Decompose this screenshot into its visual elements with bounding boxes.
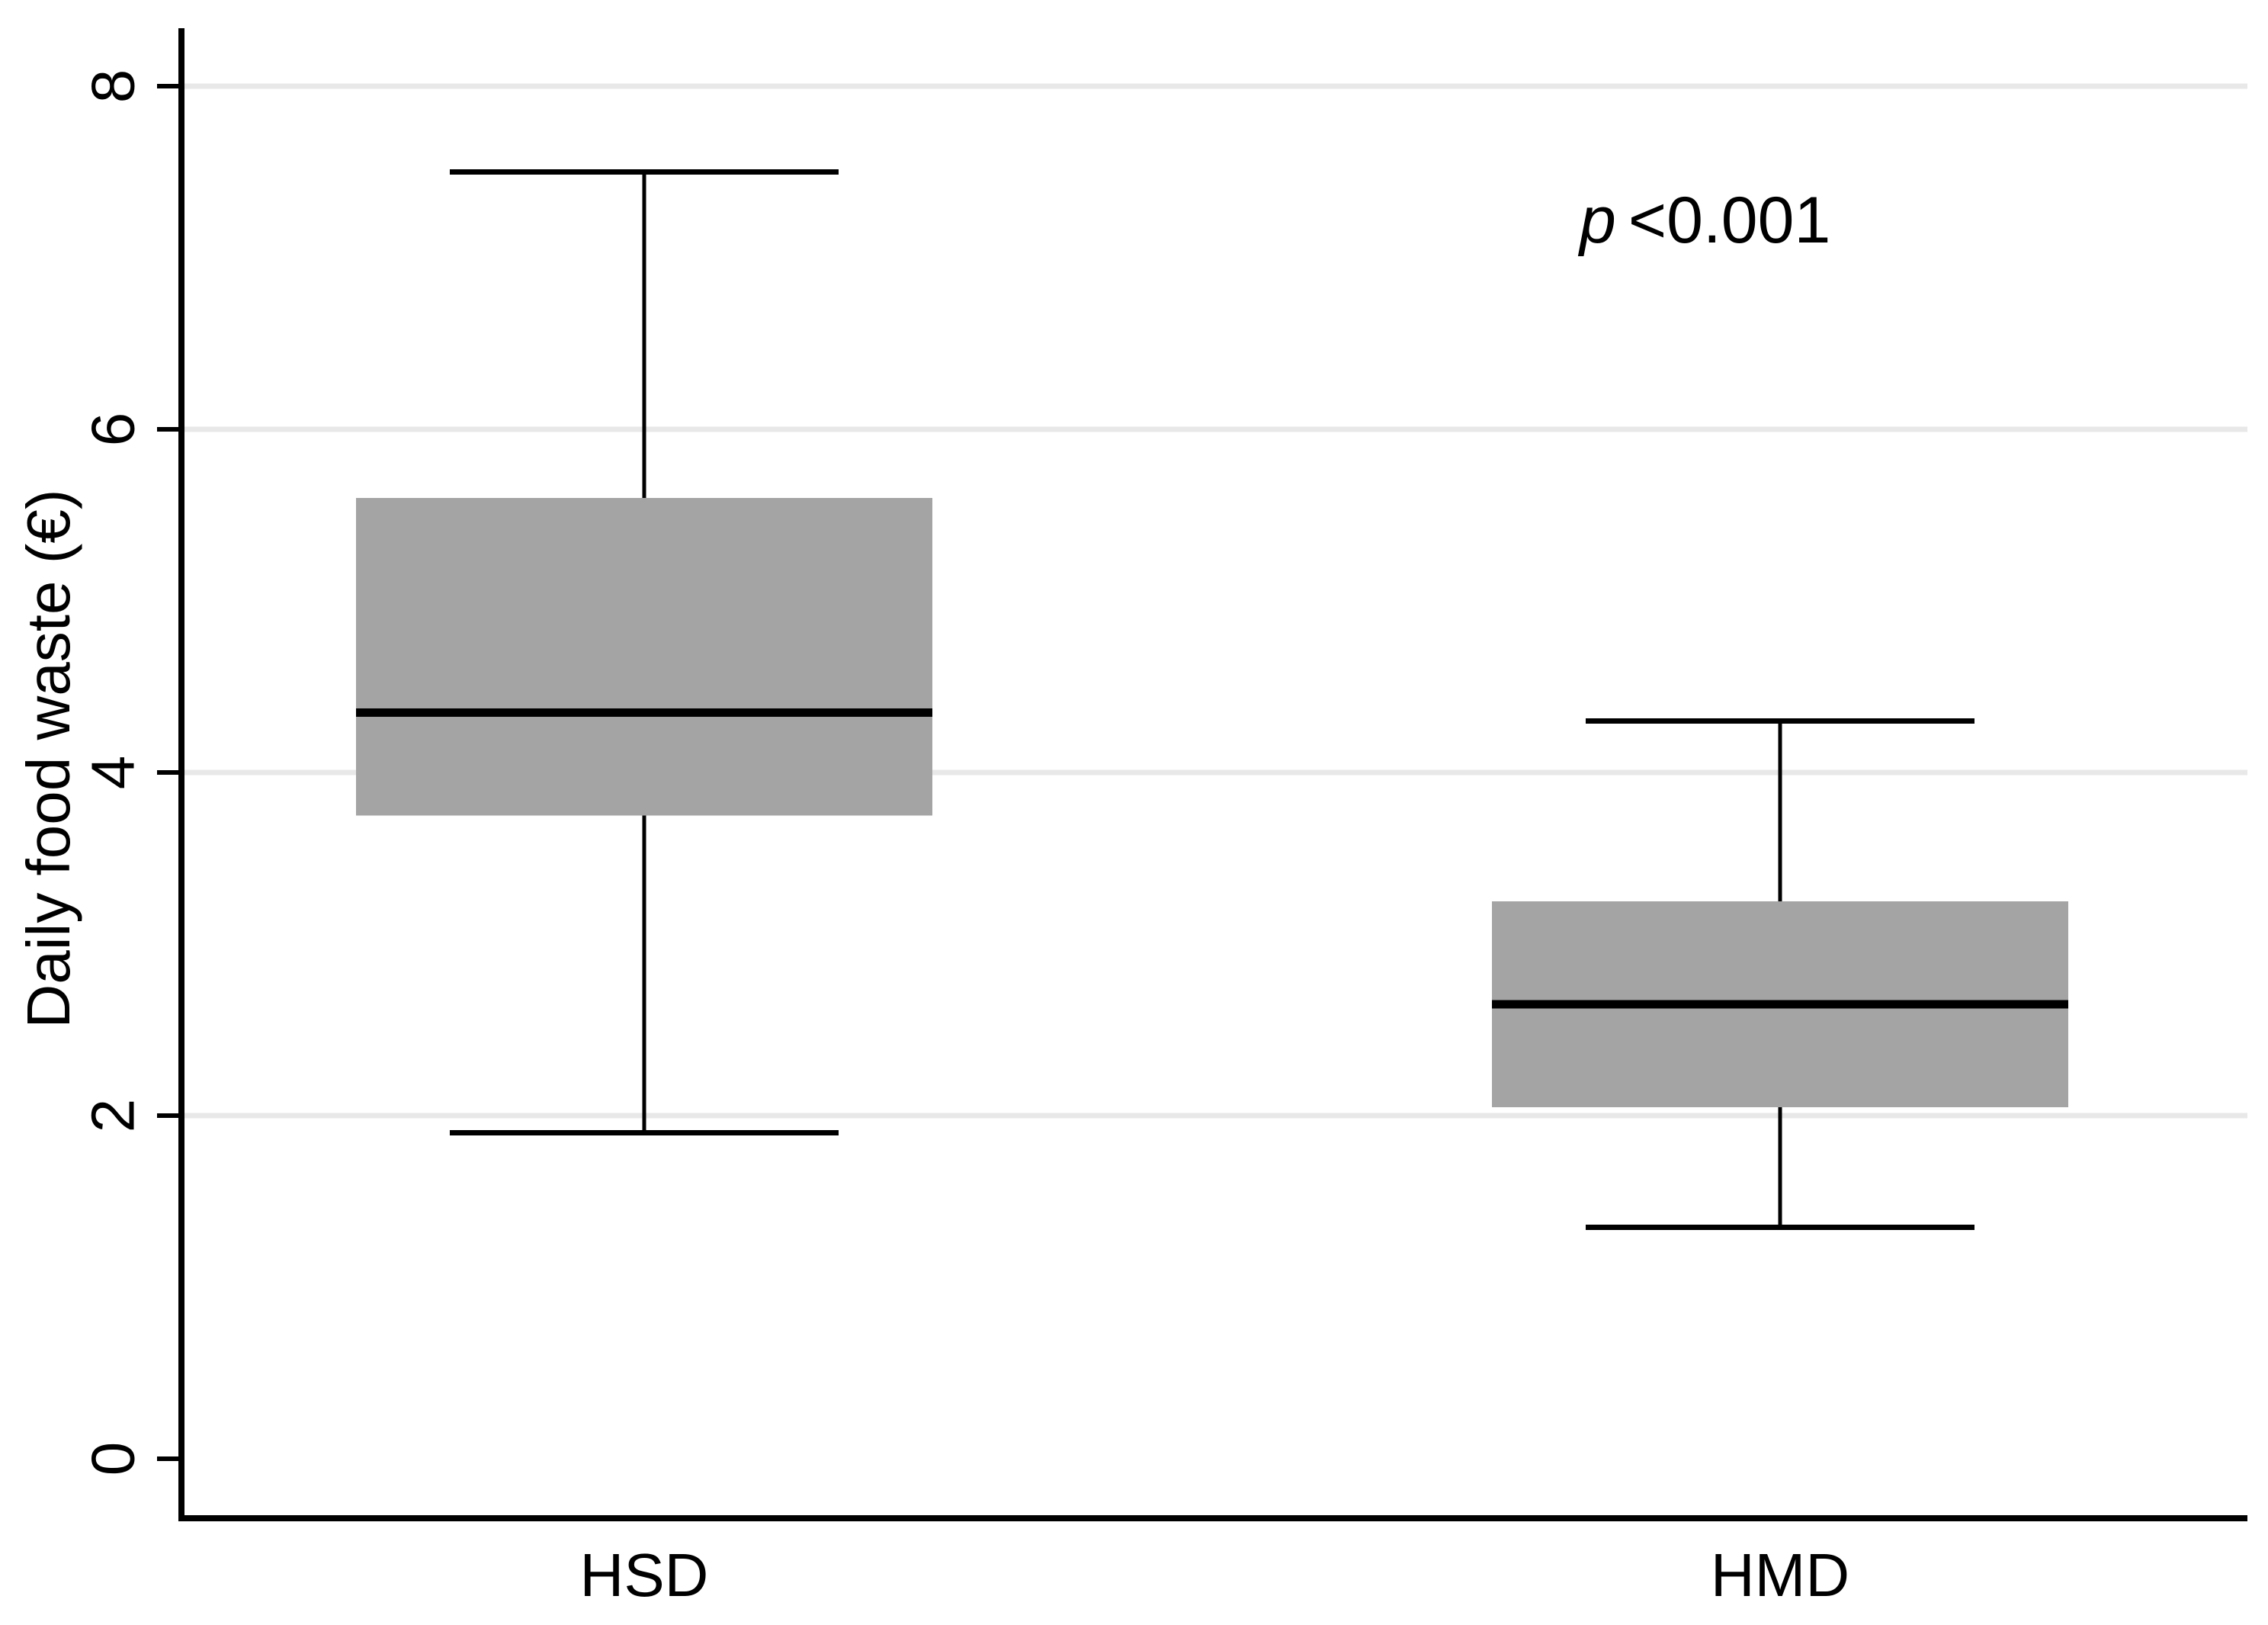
y-tick-label-6: 6 (79, 413, 147, 447)
y-tick-label-0: 0 (79, 1442, 147, 1476)
x-category-label-hmd: HMD (1710, 1541, 1850, 1609)
y-tick-label-2: 2 (79, 1099, 147, 1133)
y-axis-title: Daily food waste (€) (14, 489, 82, 1029)
x-category-label-hsd: HSD (579, 1541, 709, 1609)
y-tick-label-8: 8 (79, 69, 147, 104)
p-symbol: p (1580, 184, 1616, 257)
hsd-iqr-box (356, 498, 932, 816)
p-value-text: <0.001 (1628, 184, 1831, 257)
p-value-annotation: p <0.001 (1580, 188, 1830, 253)
y-tick-label-4: 4 (79, 756, 147, 790)
